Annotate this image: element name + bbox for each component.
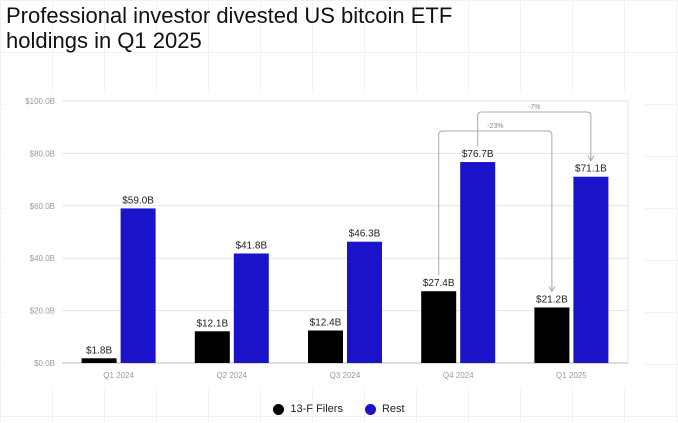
y-tick-label: $0.0B — [34, 359, 55, 368]
bar — [573, 176, 609, 363]
change-bracket-rest-arrowhead — [587, 155, 595, 162]
x-tick-label: Q1 2024 — [103, 371, 134, 380]
bar — [460, 162, 496, 363]
y-tick-label: $40.0B — [30, 254, 55, 263]
legend-item-filers[interactable]: 13-F Filers — [273, 403, 343, 415]
bar — [421, 291, 457, 363]
change-bracket-filers — [438, 130, 553, 292]
data-label: $12.4B — [310, 318, 342, 329]
y-tick-label: $80.0B — [30, 149, 55, 158]
change-bracket-rest — [477, 111, 592, 161]
data-label: $76.7B — [462, 149, 494, 160]
y-tick-label: $60.0B — [30, 202, 55, 211]
data-label: $71.1B — [575, 164, 607, 175]
data-label: $59.0B — [122, 195, 154, 206]
bar — [233, 253, 269, 363]
bar — [194, 331, 230, 363]
bar — [120, 208, 156, 363]
legend-swatch-rest — [364, 403, 376, 415]
data-label: $41.8B — [235, 240, 267, 251]
data-label: $27.4B — [423, 278, 455, 289]
x-tick-label: Q4 2024 — [443, 371, 474, 380]
chart-title: Professional investor divested US bitcoi… — [6, 3, 453, 53]
x-tick-label: Q2 2024 — [216, 371, 247, 380]
y-tick-label: $100.0B — [25, 97, 55, 106]
change-bracket-filers-arrowhead — [548, 286, 556, 293]
data-label: $12.1B — [196, 318, 228, 329]
change-label-rest: -7% — [528, 104, 540, 111]
data-label: $21.2B — [536, 294, 568, 305]
legend-swatch-filers — [273, 403, 285, 415]
bar-chart: $0.0B $20.0B $40.0B $60.0B $80.0B $100.0B Q1 2… — [25, 97, 629, 380]
data-label: $46.3B — [349, 229, 381, 240]
change-label-filers: -23% — [487, 123, 503, 130]
x-tick-label: Q3 2024 — [330, 371, 361, 380]
bar — [347, 241, 382, 363]
bar — [308, 330, 343, 363]
legend-item-rest[interactable]: Rest — [364, 403, 405, 415]
x-tick-label: Q1 2025 — [556, 371, 587, 380]
legend-label-filers: 13-F Filers — [290, 403, 343, 415]
y-tick-label: $20.0B — [30, 307, 55, 316]
chart-legend: 13-F Filers Rest — [0, 401, 678, 417]
legend-label-rest: Rest — [381, 403, 405, 415]
bar — [81, 358, 117, 363]
data-label: $1.8B — [86, 345, 112, 356]
bar — [534, 307, 570, 363]
